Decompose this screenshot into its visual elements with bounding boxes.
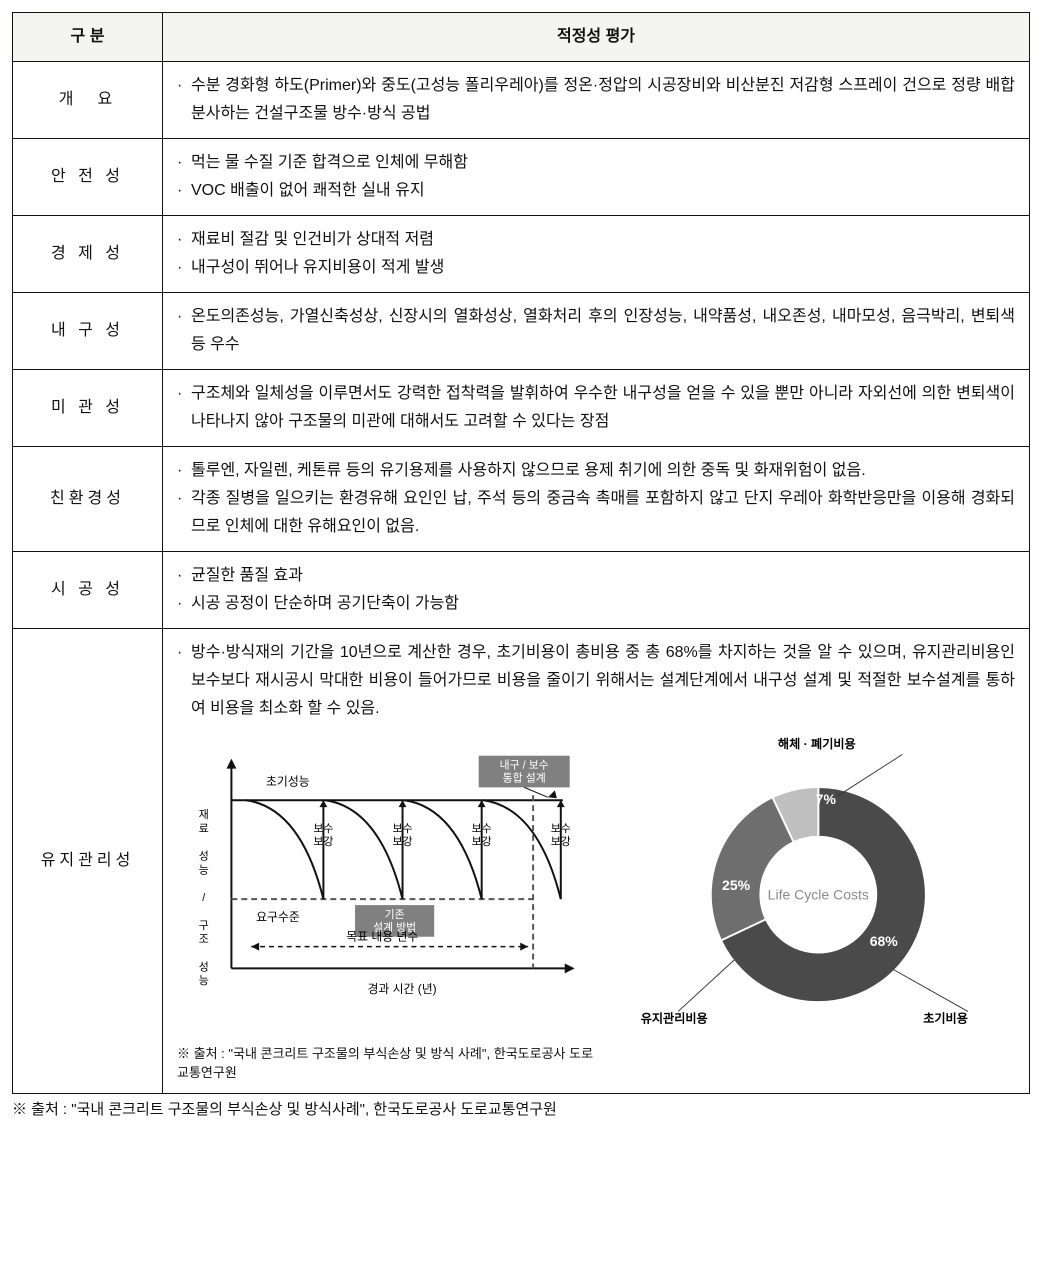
svg-text:초기성능: 초기성능: [266, 774, 310, 788]
point-item: 온도의존성능, 가열신축성상, 신장시의 열화성상, 열화처리 후의 인장성능,…: [177, 303, 1015, 359]
th-eval: 적정성 평가: [163, 13, 1030, 62]
point-item: 재료비 절감 및 인건비가 상대적 저렴: [177, 226, 1015, 254]
table-row: 시 공 성균질한 품질 효과시공 공정이 단순하며 공기단축이 가능함: [13, 552, 1030, 629]
row-content: 먹는 물 수질 기준 합격으로 인체에 무해함VOC 배출이 없어 쾌적한 실내…: [163, 139, 1030, 216]
table-row-maintainability: 유지관리성방수·방식재의 기간을 10년으로 계산한 경우, 초기비용이 총비용…: [13, 629, 1030, 1094]
row-content: 구조체와 일체성을 이루면서도 강력한 접착력을 발휘하여 우수한 내구성을 얻…: [163, 370, 1030, 447]
row-category: 시 공 성: [13, 552, 163, 629]
svg-text:초기비용: 초기비용: [924, 1011, 969, 1026]
row-category: 경 제 성: [13, 216, 163, 293]
svg-text:Life Cycle Costs: Life Cycle Costs: [768, 886, 869, 902]
point-item: 먹는 물 수질 기준 합격으로 인체에 무해함: [177, 149, 1015, 177]
table-row: 안 전 성먹는 물 수질 기준 합격으로 인체에 무해함VOC 배출이 없어 쾌…: [13, 139, 1030, 216]
svg-text:보수: 보수: [551, 822, 571, 835]
point-item: 내구성이 뛰어나 유지비용이 적게 발생: [177, 254, 1015, 282]
row-content: 수분 경화형 하도(Primer)와 중도(고성능 폴리우레아)를 정온·정압의…: [163, 62, 1030, 139]
point-item: 각종 질병을 일으키는 환경유해 요인인 납, 주석 등의 중금속 촉매를 포함…: [177, 485, 1015, 541]
svg-text:료: 료: [199, 823, 209, 835]
row-content: 톨루엔, 자일렌, 케톤류 등의 유기용제를 사용하지 않으므로 용제 취기에 …: [163, 447, 1030, 552]
svg-text:보강: 보강: [313, 835, 333, 848]
table-row: 내 구 성온도의존성능, 가열신축성상, 신장시의 열화성상, 열화처리 후의 …: [13, 293, 1030, 370]
svg-text:유지관리비용: 유지관리비용: [641, 1011, 708, 1026]
svg-text:보수: 보수: [313, 822, 333, 835]
svg-text:목표 내용 년수: 목표 내용 년수: [346, 930, 418, 944]
row-category: 안 전 성: [13, 139, 163, 216]
point-item: 균질한 품질 효과: [177, 562, 1015, 590]
svg-text:성: 성: [199, 850, 209, 863]
footer-source: ※ 출처 : "국내 콘크리트 구조물의 부식손상 및 방식사례", 한국도로공…: [12, 1098, 1030, 1119]
svg-text:내구 / 보수: 내구 / 보수: [500, 759, 549, 772]
row-content: 온도의존성능, 가열신축성상, 신장시의 열화성상, 열화처리 후의 인장성능,…: [163, 293, 1030, 370]
svg-text:능: 능: [199, 863, 209, 876]
svg-text:보수: 보수: [472, 822, 492, 835]
svg-text:재: 재: [199, 808, 209, 821]
row-content: 방수·방식재의 기간을 10년으로 계산한 경우, 초기비용이 총비용 중 총 …: [163, 629, 1030, 1094]
table-row: 미 관 성구조체와 일체성을 이루면서도 강력한 접착력을 발휘하여 우수한 내…: [13, 370, 1030, 447]
svg-text:통합 설계: 통합 설계: [503, 771, 546, 784]
row-category: 친환경성: [13, 447, 163, 552]
svg-text:조: 조: [199, 934, 209, 946]
svg-text:7%: 7%: [816, 791, 837, 807]
svg-text:보수: 보수: [393, 822, 413, 835]
table-row: 친환경성 톨루엔, 자일렌, 케톤류 등의 유기용제를 사용하지 않으므로 용제 …: [13, 447, 1030, 552]
table-row: 경 제 성재료비 절감 및 인건비가 상대적 저렴내구성이 뛰어나 유지비용이 …: [13, 216, 1030, 293]
row-content: 균질한 품질 효과시공 공정이 단순하며 공기단축이 가능함: [163, 552, 1030, 629]
th-category: 구 분: [13, 13, 163, 62]
svg-text:25%: 25%: [722, 877, 751, 893]
lifecycle-donut-chart: 68% 25% 7% Life Cycle Costs 초기비용 유지관리비용 해체 · 폐…: [622, 731, 1015, 1040]
row-content: 재료비 절감 및 인건비가 상대적 저렴내구성이 뛰어나 유지비용이 적게 발생: [163, 216, 1030, 293]
svg-text:보강: 보강: [393, 835, 413, 848]
svg-text:보강: 보강: [551, 835, 571, 848]
point-item: 구조체와 일체성을 이루면서도 강력한 접착력을 발휘하여 우수한 내구성을 얻…: [177, 380, 1015, 436]
performance-line-chart: 보수보강보수보강보수보강보수보강초기성능재료 성능 / 구조 성능요구수준기존설…: [177, 731, 602, 1083]
row-category: 내 구 성: [13, 293, 163, 370]
row-category: 미 관 성: [13, 370, 163, 447]
row-category: 유지관리성: [13, 629, 163, 1094]
svg-text:요구수준: 요구수준: [256, 910, 300, 924]
svg-text:경과 시간 (년): 경과 시간 (년): [368, 982, 437, 996]
point-item: 시공 공정이 단순하며 공기단축이 가능함: [177, 590, 1015, 618]
chart-source-note: ※ 출처 : "국내 콘크리트 구조물의 부식손상 및 방식 사례", 한국도로…: [177, 1044, 602, 1083]
svg-text:보강: 보강: [472, 835, 492, 848]
svg-text:구: 구: [199, 920, 209, 932]
point-item: 수분 경화형 하도(Primer)와 중도(고성능 폴리우레아)를 정온·정압의…: [177, 72, 1015, 128]
table-row: 개 요수분 경화형 하도(Primer)와 중도(고성능 폴리우레아)를 정온·…: [13, 62, 1030, 139]
svg-text:해체 · 폐기비용: 해체 · 폐기비용: [778, 736, 856, 751]
point-item: 방수·방식재의 기간을 10년으로 계산한 경우, 초기비용이 총비용 중 총 …: [177, 639, 1015, 723]
svg-text:68%: 68%: [870, 933, 899, 949]
svg-text:/: /: [202, 892, 206, 904]
svg-text:성: 성: [199, 960, 209, 973]
svg-text:기존: 기존: [385, 908, 405, 921]
point-item: VOC 배출이 없어 쾌적한 실내 유지: [177, 177, 1015, 205]
row-category: 개 요: [13, 62, 163, 139]
svg-text:능: 능: [199, 974, 209, 987]
point-item: 톨루엔, 자일렌, 케톤류 등의 유기용제를 사용하지 않으므로 용제 취기에 …: [177, 457, 1015, 485]
evaluation-table: 구 분 적정성 평가 개 요수분 경화형 하도(Primer)와 중도(고성능 …: [12, 12, 1030, 1094]
